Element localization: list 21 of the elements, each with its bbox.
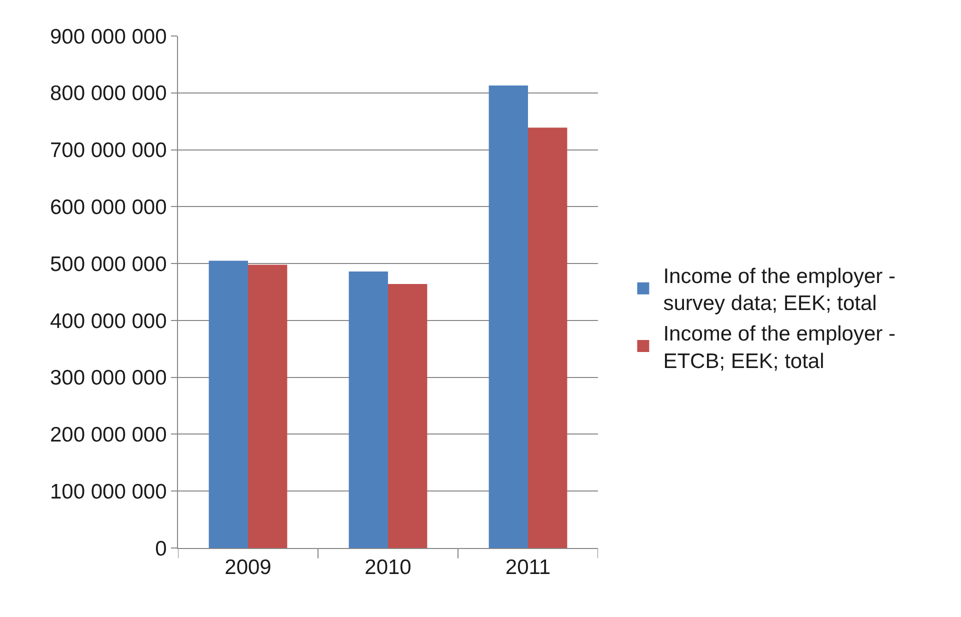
y-tick-label: 700 000 000 <box>50 139 167 162</box>
x-tick-label: 2009 <box>224 556 272 580</box>
y-tick-label: 300 000 000 <box>50 366 167 390</box>
y-tick-label: 600 000 000 <box>50 196 167 220</box>
bar <box>208 260 248 548</box>
legend-label: Income of the employer - survey data; EEK; total <box>663 264 896 316</box>
x-tick-label: 2011 <box>505 556 551 580</box>
y-tick-label: 500 000 000 <box>50 252 167 276</box>
y-tick-label: 0 <box>155 537 167 560</box>
bar <box>488 85 528 548</box>
bar <box>528 128 568 548</box>
bar <box>348 272 388 548</box>
y-tick-label: 200 000 000 <box>50 424 167 447</box>
y-tick-label: 100 000 000 <box>50 480 167 504</box>
y-tick-label: 900 000 000 <box>50 25 167 48</box>
bar <box>388 284 428 548</box>
bar <box>248 264 288 548</box>
legend-label: Income of the employer - ETCB; EEK; total <box>663 322 896 373</box>
y-tick-label: 400 000 000 <box>50 310 167 333</box>
y-tick-label: 800 000 000 <box>50 82 167 106</box>
x-tick-label: 2010 <box>364 556 412 580</box>
